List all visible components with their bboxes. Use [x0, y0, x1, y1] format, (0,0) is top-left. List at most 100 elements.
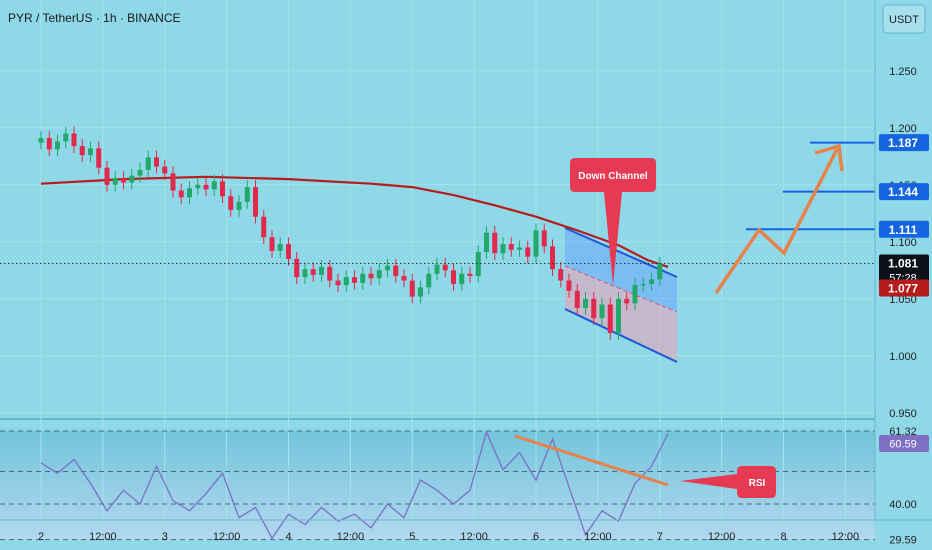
candle-body: [277, 244, 283, 251]
candle[interactable]: [228, 189, 234, 217]
candle-body: [162, 166, 168, 174]
candle[interactable]: [203, 177, 209, 197]
candle[interactable]: [286, 237, 291, 266]
candle[interactable]: [376, 263, 382, 286]
ma-price-value: 1.077: [888, 282, 918, 296]
candle[interactable]: [475, 245, 481, 283]
candle[interactable]: [393, 258, 399, 283]
candle[interactable]: [220, 174, 225, 204]
candle[interactable]: [195, 177, 201, 196]
candle[interactable]: [343, 270, 349, 292]
candle[interactable]: [145, 150, 151, 177]
candle[interactable]: [178, 183, 184, 205]
candle-body: [442, 264, 448, 271]
candle[interactable]: [649, 272, 654, 291]
candle[interactable]: [154, 150, 159, 174]
candle[interactable]: [484, 225, 489, 259]
currency-selector[interactable]: USDT: [882, 4, 926, 34]
candle-body: [475, 252, 481, 276]
candle[interactable]: [451, 263, 456, 291]
candle-body: [566, 280, 572, 291]
candle[interactable]: [360, 266, 366, 290]
candle[interactable]: [88, 141, 93, 162]
candle[interactable]: [46, 131, 52, 157]
candle[interactable]: [591, 291, 597, 326]
candle[interactable]: [294, 252, 300, 284]
candle[interactable]: [302, 262, 308, 284]
candle[interactable]: [253, 180, 258, 224]
candle[interactable]: [517, 240, 522, 257]
price-pane[interactable]: [0, 0, 875, 415]
x-tick-label: 5: [409, 531, 415, 543]
candle-body: [426, 273, 432, 288]
moving-average-line[interactable]: [40, 175, 669, 268]
candle-body: [71, 133, 77, 147]
candle[interactable]: [244, 180, 250, 209]
projection-arrow[interactable]: [714, 143, 844, 294]
candle[interactable]: [508, 237, 514, 257]
candle[interactable]: [533, 223, 539, 264]
candle[interactable]: [426, 266, 432, 295]
candle[interactable]: [71, 126, 77, 153]
candle-body: [220, 181, 225, 197]
candle[interactable]: [624, 291, 630, 311]
candle[interactable]: [492, 225, 498, 261]
candle[interactable]: [170, 166, 176, 198]
candle[interactable]: [607, 297, 613, 340]
candle[interactable]: [335, 273, 341, 292]
candle[interactable]: [277, 237, 283, 258]
candle[interactable]: [442, 257, 448, 278]
candle-body: [508, 244, 514, 250]
candle[interactable]: [525, 240, 531, 264]
down-channel-callout[interactable]: Down Channel: [570, 158, 656, 285]
candle[interactable]: [558, 262, 564, 288]
candle[interactable]: [574, 283, 580, 315]
candle[interactable]: [550, 239, 555, 276]
candle-body: [327, 266, 333, 281]
candle[interactable]: [459, 266, 465, 291]
candle[interactable]: [583, 291, 588, 315]
rsi-line[interactable]: [40, 430, 669, 540]
candle[interactable]: [236, 195, 242, 217]
candle[interactable]: [38, 131, 44, 150]
candle[interactable]: [187, 181, 192, 205]
candle[interactable]: [269, 230, 275, 258]
candle[interactable]: [162, 159, 168, 181]
candle[interactable]: [137, 163, 143, 183]
candle[interactable]: [566, 273, 572, 298]
candle[interactable]: [129, 168, 135, 190]
candle[interactable]: [616, 291, 621, 340]
candle[interactable]: [261, 209, 267, 245]
candle[interactable]: [55, 134, 60, 157]
candle[interactable]: [632, 278, 638, 311]
candle[interactable]: [104, 160, 110, 192]
candles[interactable]: [38, 126, 663, 340]
candle[interactable]: [599, 297, 605, 326]
price-levels[interactable]: [746, 141, 875, 231]
rsi-trendline[interactable]: [514, 434, 669, 487]
candle[interactable]: [640, 277, 646, 292]
candle[interactable]: [112, 171, 118, 192]
candle[interactable]: [96, 141, 102, 175]
rsi-callout[interactable]: RSI: [680, 466, 776, 498]
candle[interactable]: [352, 270, 357, 290]
candle[interactable]: [541, 223, 547, 254]
candle[interactable]: [418, 280, 423, 304]
candle[interactable]: [368, 266, 374, 286]
candle[interactable]: [327, 260, 333, 288]
candle[interactable]: [79, 139, 85, 162]
candle[interactable]: [121, 171, 126, 190]
candle[interactable]: [657, 256, 663, 287]
candle[interactable]: [385, 258, 390, 278]
candle[interactable]: [310, 262, 316, 282]
candle[interactable]: [401, 269, 407, 288]
candle[interactable]: [500, 237, 506, 261]
candle[interactable]: [434, 257, 440, 281]
candle[interactable]: [467, 266, 473, 283]
candle[interactable]: [211, 174, 217, 197]
symbol-title[interactable]: PYR / TetherUS · 1h · BINANCE: [8, 11, 181, 25]
candle[interactable]: [63, 126, 69, 149]
level-tag-label: 1.187: [888, 136, 918, 150]
candle[interactable]: [409, 273, 415, 304]
